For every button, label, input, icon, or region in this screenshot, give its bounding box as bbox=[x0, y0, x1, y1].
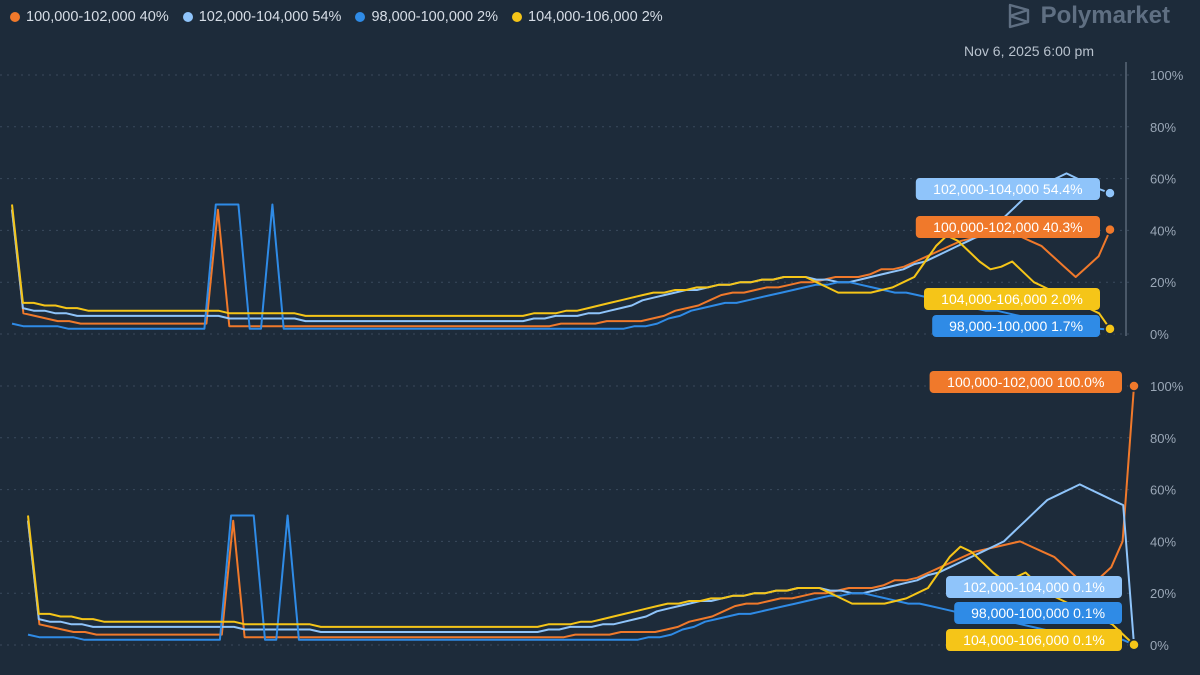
legend-item[interactable]: 102,000-104,000 54% bbox=[182, 9, 342, 25]
chart-panel-1[interactable]: 100% 80% 60% 40% 20% 0% Nov 6, 2025 6:00 pm 100… bbox=[0, 43, 1184, 342]
series-end-label-box bbox=[924, 288, 1100, 310]
legend-label: 102,000-104,000 54% bbox=[198, 9, 342, 25]
series-line[interactable] bbox=[27, 514, 1135, 646]
series-end-label-box bbox=[954, 602, 1122, 624]
series-end-dot bbox=[1128, 638, 1140, 651]
series-line[interactable] bbox=[11, 204, 1111, 330]
series-end-label: 98,000-100,000 1.7% bbox=[949, 318, 1083, 334]
y-tick-label: 80% bbox=[1150, 120, 1176, 135]
y-tick-label: 100% bbox=[1150, 379, 1184, 394]
series-end-label: 102,000-104,000 54.4% bbox=[933, 181, 1082, 197]
chart-legend: 100,000-102,000 40% 102,000-104,000 54% 98… bbox=[10, 6, 663, 28]
y-tick-label: 60% bbox=[1150, 172, 1176, 187]
series-end-label-box bbox=[929, 371, 1122, 393]
legend-label: 100,000-102,000 40% bbox=[26, 9, 169, 25]
series-end-dot bbox=[1104, 223, 1116, 236]
legend-dot-icon bbox=[512, 12, 523, 22]
polymarket-logo-icon bbox=[1008, 3, 1029, 29]
series-end-dot bbox=[1104, 323, 1116, 335]
y-tick-label: 40% bbox=[1150, 534, 1176, 549]
y-tick-label: 0% bbox=[1150, 327, 1169, 342]
legend-dot-icon bbox=[182, 12, 193, 22]
y-tick-label: 40% bbox=[1150, 223, 1176, 238]
y-tick-label: 80% bbox=[1150, 431, 1176, 446]
brand-name: Polymarket bbox=[1040, 2, 1170, 29]
y-tick-label: 100% bbox=[1150, 68, 1184, 83]
series-line[interactable] bbox=[27, 483, 1135, 645]
y-tick-label: 0% bbox=[1150, 638, 1169, 653]
legend-label: 104,000-106,000 2% bbox=[528, 9, 663, 25]
chart-panel-2[interactable]: 100% 80% 60% 40% 20% 0% 100,000-102,000 100.0%… bbox=[0, 371, 1184, 653]
series-end-label-box bbox=[915, 216, 1100, 238]
legend-label: 98,000-100,000 2% bbox=[371, 9, 499, 25]
series-line[interactable] bbox=[27, 515, 1135, 646]
series-line[interactable] bbox=[27, 385, 1135, 639]
legend-dot-icon bbox=[10, 12, 20, 22]
series-end-dot bbox=[1104, 187, 1116, 199]
legend-dot-icon bbox=[355, 12, 366, 22]
hover-time: Nov 6, 2025 6:00 pm bbox=[964, 43, 1094, 59]
legend-item[interactable]: 100,000-102,000 40% bbox=[10, 9, 169, 25]
legend-item[interactable]: 98,000-100,000 2% bbox=[355, 9, 498, 25]
series-end-label: 104,000-106,000 2.0% bbox=[941, 291, 1083, 307]
series-line[interactable] bbox=[11, 208, 1111, 328]
series-end-dot bbox=[1128, 380, 1140, 392]
series-end-label-box bbox=[946, 629, 1122, 651]
series-end-label-box bbox=[946, 576, 1122, 598]
series-end-label: 98,000-100,000 0.1% bbox=[971, 605, 1105, 621]
y-tick-label: 20% bbox=[1150, 275, 1176, 290]
series-end-label: 102,000-104,000 0.1% bbox=[963, 579, 1105, 595]
series-end-label: 100,000-102,000 100.0% bbox=[947, 374, 1104, 390]
legend-item[interactable]: 104,000-106,000 2% bbox=[512, 9, 663, 25]
y-tick-label: 60% bbox=[1150, 483, 1176, 498]
y-tick-label: 20% bbox=[1150, 586, 1176, 601]
series-end-label-box bbox=[915, 178, 1100, 200]
series-end-label: 104,000-106,000 0.1% bbox=[963, 632, 1105, 648]
polymarket-brand[interactable]: Polymarket bbox=[1005, 2, 1170, 30]
series-end-label: 100,000-102,000 40.3% bbox=[933, 219, 1082, 235]
series-end-label-box bbox=[932, 315, 1100, 337]
